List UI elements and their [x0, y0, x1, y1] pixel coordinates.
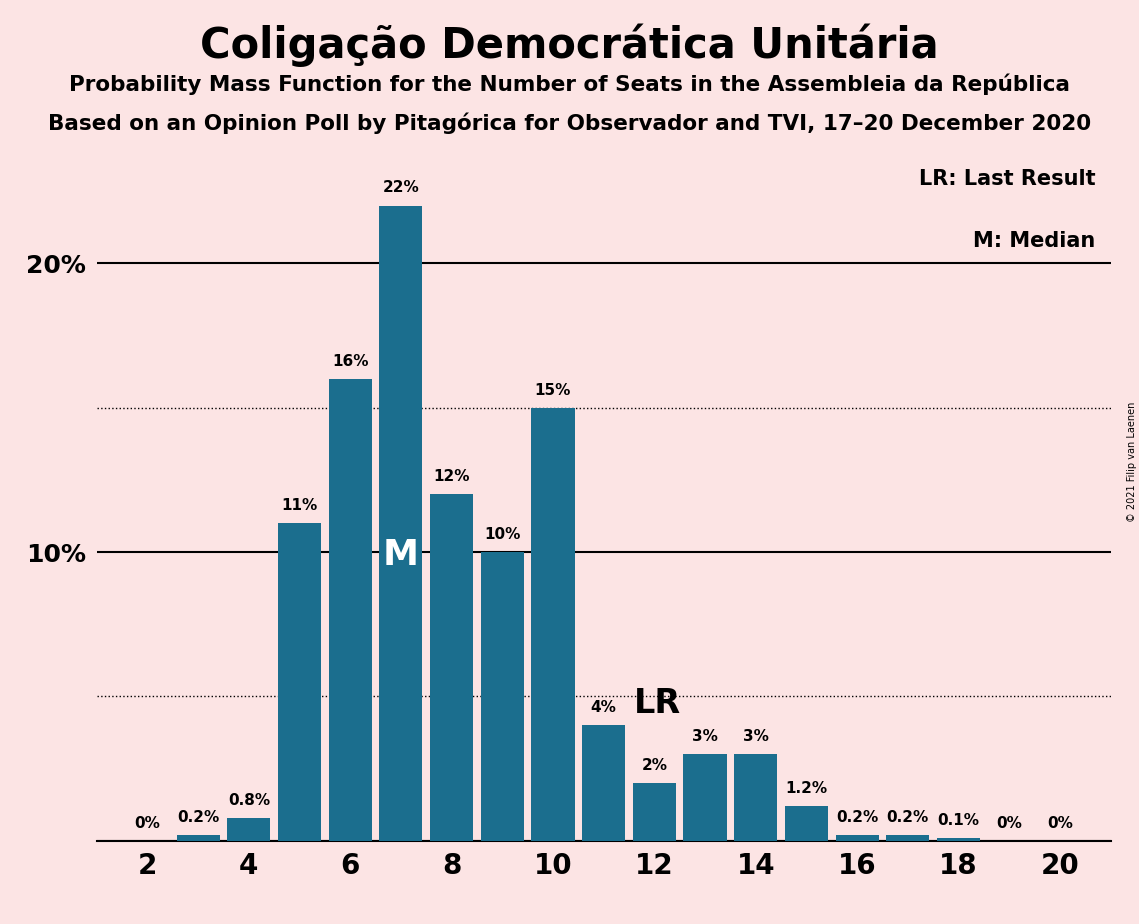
Bar	[683, 754, 727, 841]
Bar	[379, 206, 423, 841]
Text: © 2021 Filip van Laenen: © 2021 Filip van Laenen	[1126, 402, 1137, 522]
Text: 0.2%: 0.2%	[886, 810, 929, 825]
Bar	[785, 806, 828, 841]
Text: 0.2%: 0.2%	[177, 810, 220, 825]
Text: Coligação Democrática Unitária: Coligação Democrática Unitária	[200, 23, 939, 67]
Text: 3%: 3%	[693, 729, 718, 744]
Text: 0.8%: 0.8%	[228, 793, 270, 808]
Bar	[177, 835, 220, 841]
Bar	[278, 523, 321, 841]
Text: 0%: 0%	[1047, 816, 1073, 831]
Text: M: M	[383, 538, 419, 572]
Text: 16%: 16%	[331, 354, 369, 369]
Text: 0%: 0%	[134, 816, 161, 831]
Bar	[329, 379, 371, 841]
Text: 12%: 12%	[433, 469, 470, 484]
Text: 2%: 2%	[641, 758, 667, 773]
Bar	[633, 784, 675, 841]
Text: 22%: 22%	[383, 180, 419, 196]
Bar	[481, 553, 524, 841]
Text: 3%: 3%	[743, 729, 769, 744]
Text: 1.2%: 1.2%	[786, 781, 827, 796]
Bar	[836, 835, 878, 841]
Text: 0%: 0%	[997, 816, 1022, 831]
Bar	[532, 407, 574, 841]
Text: Probability Mass Function for the Number of Seats in the Assembleia da República: Probability Mass Function for the Number…	[69, 74, 1070, 95]
Bar	[886, 835, 929, 841]
Text: 0.1%: 0.1%	[937, 813, 980, 828]
Bar	[431, 494, 473, 841]
Bar	[937, 838, 980, 841]
Text: 0.2%: 0.2%	[836, 810, 878, 825]
Text: 4%: 4%	[591, 700, 616, 715]
Text: 11%: 11%	[281, 498, 318, 513]
Text: 10%: 10%	[484, 527, 521, 542]
Bar	[735, 754, 777, 841]
Bar	[582, 725, 625, 841]
Text: LR: LR	[634, 687, 681, 720]
Text: 15%: 15%	[535, 383, 571, 397]
Text: LR: Last Result: LR: Last Result	[919, 168, 1096, 188]
Text: M: Median: M: Median	[973, 231, 1096, 251]
Text: Based on an Opinion Poll by Pitagórica for Observador and TVI, 17–20 December 20: Based on an Opinion Poll by Pitagórica f…	[48, 113, 1091, 134]
Bar	[228, 818, 270, 841]
